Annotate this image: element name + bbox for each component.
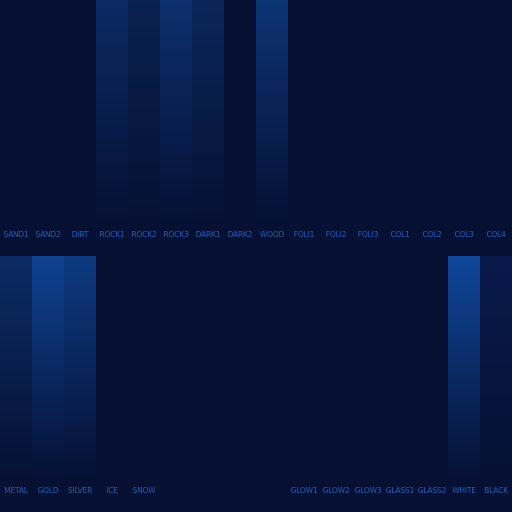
swatch-label: SAND1 xyxy=(3,230,29,239)
swatch-color xyxy=(480,256,512,480)
swatch-color xyxy=(256,0,288,224)
swatch-color xyxy=(384,0,416,224)
swatch-color xyxy=(448,256,480,480)
swatch-glow3[interactable]: GLOW3 xyxy=(352,256,384,512)
swatch-color xyxy=(64,256,96,480)
swatch-glow1[interactable]: GLOW1 xyxy=(288,256,320,512)
swatch-rock3[interactable]: ROCK3 xyxy=(160,0,192,256)
swatch-label: GLASS1 xyxy=(385,486,415,495)
swatch-rock1[interactable]: ROCK1 xyxy=(96,0,128,256)
swatch-foli3[interactable]: FOLI3 xyxy=(352,0,384,256)
swatch-empty-1-5[interactable] xyxy=(160,256,192,512)
swatch-label: GLOW1 xyxy=(290,486,318,495)
swatch-label: COL1 xyxy=(390,230,410,239)
swatch-color xyxy=(32,0,64,224)
swatch-label: ROCK3 xyxy=(163,230,189,239)
swatch-label: DIRT xyxy=(71,230,89,239)
swatch-glass2[interactable]: GLASS2 xyxy=(416,256,448,512)
swatch-label: GLOW3 xyxy=(354,486,382,495)
swatch-label: ICE xyxy=(106,486,118,495)
swatch-label: SNOW xyxy=(132,486,156,495)
swatch-color xyxy=(480,0,512,224)
swatch-wood[interactable]: WOOD xyxy=(256,0,288,256)
swatch-label: COL4 xyxy=(486,230,506,239)
swatch-color xyxy=(352,256,384,480)
swatch-color xyxy=(0,0,32,224)
swatch-label: SAND2 xyxy=(35,230,61,239)
swatch-label: SILVER xyxy=(67,486,93,495)
swatch-color xyxy=(32,256,64,480)
swatch-col4[interactable]: COL4 xyxy=(480,0,512,256)
swatch-label: DARK2 xyxy=(227,230,253,239)
swatch-color xyxy=(160,0,192,224)
swatch-foli2[interactable]: FOLI2 xyxy=(320,0,352,256)
swatch-color xyxy=(352,0,384,224)
swatch-ice[interactable]: ICE xyxy=(96,256,128,512)
swatch-label: METAL xyxy=(4,486,28,495)
swatch-color xyxy=(224,0,256,224)
swatch-color xyxy=(320,0,352,224)
swatch-sand1[interactable]: SAND1 xyxy=(0,0,32,256)
swatch-label: GOLD xyxy=(37,486,59,495)
swatch-label: DARK1 xyxy=(195,230,221,239)
swatch-label: GLASS2 xyxy=(417,486,447,495)
swatch-black[interactable]: BLACK xyxy=(480,256,512,512)
swatch-color xyxy=(384,256,416,480)
swatch-color xyxy=(320,256,352,480)
swatch-color xyxy=(224,256,256,480)
swatch-silver[interactable]: SILVER xyxy=(64,256,96,512)
swatch-dark1[interactable]: DARK1 xyxy=(192,0,224,256)
swatch-color xyxy=(96,0,128,224)
swatch-label: GLOW2 xyxy=(322,486,350,495)
swatch-color xyxy=(96,256,128,480)
swatch-label: COL3 xyxy=(454,230,474,239)
swatch-color xyxy=(192,256,224,480)
swatch-sand2[interactable]: SAND2 xyxy=(32,0,64,256)
swatch-color xyxy=(416,256,448,480)
swatch-empty-1-8[interactable] xyxy=(256,256,288,512)
swatch-color xyxy=(128,0,160,224)
swatch-glow2[interactable]: GLOW2 xyxy=(320,256,352,512)
swatch-dirt[interactable]: DIRT xyxy=(64,0,96,256)
swatch-label: ROCK2 xyxy=(131,230,157,239)
swatch-col1[interactable]: COL1 xyxy=(384,0,416,256)
swatch-color xyxy=(256,256,288,480)
swatch-color xyxy=(192,0,224,224)
swatch-col2[interactable]: COL2 xyxy=(416,0,448,256)
swatch-empty-1-7[interactable] xyxy=(224,256,256,512)
palette-row-top: SAND1 SAND2 DIRT ROCK1 ROCK2 ROCK3 DARK1 DARK2 W… xyxy=(0,0,512,256)
swatch-label: WOOD xyxy=(259,230,285,239)
swatch-dark2[interactable]: DARK2 xyxy=(224,0,256,256)
swatch-label: WHITE xyxy=(452,486,476,495)
swatch-empty-1-6[interactable] xyxy=(192,256,224,512)
swatch-white[interactable]: WHITE xyxy=(448,256,480,512)
swatch-label: FOLI3 xyxy=(357,230,379,239)
swatch-color xyxy=(416,0,448,224)
swatch-color xyxy=(128,256,160,480)
swatch-label: FOLI1 xyxy=(293,230,315,239)
swatch-snow[interactable]: SNOW xyxy=(128,256,160,512)
swatch-label: BLACK xyxy=(484,486,508,495)
swatch-gold[interactable]: GOLD xyxy=(32,256,64,512)
swatch-label: ROCK1 xyxy=(99,230,125,239)
swatch-color xyxy=(288,0,320,224)
swatch-color xyxy=(288,256,320,480)
swatch-color xyxy=(64,0,96,224)
palette-row-bottom: METAL GOLD SILVER ICE SNOW GLOW1 GLOW2 GLOW3 GLA… xyxy=(0,256,512,512)
swatch-label: COL2 xyxy=(422,230,442,239)
swatch-color xyxy=(160,256,192,480)
swatch-color xyxy=(0,256,32,480)
swatch-rock2[interactable]: ROCK2 xyxy=(128,0,160,256)
swatch-metal[interactable]: METAL xyxy=(0,256,32,512)
swatch-col3[interactable]: COL3 xyxy=(448,0,480,256)
swatch-label: FOLI2 xyxy=(325,230,347,239)
swatch-glass1[interactable]: GLASS1 xyxy=(384,256,416,512)
swatch-color xyxy=(448,0,480,224)
swatch-foli1[interactable]: FOLI1 xyxy=(288,0,320,256)
